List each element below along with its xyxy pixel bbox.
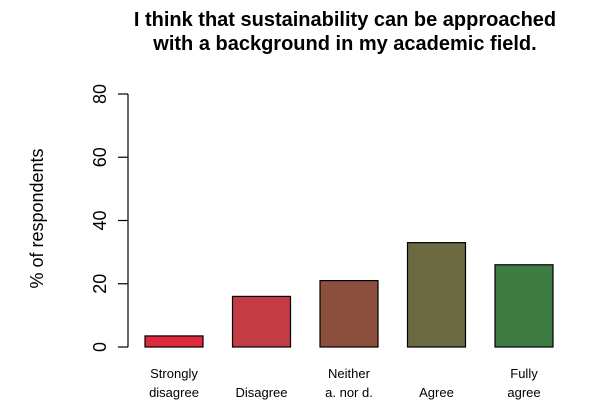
- category-label: Fully: [510, 366, 538, 381]
- category-label: Neither: [328, 366, 371, 381]
- y-axis-label: % of respondents: [27, 148, 47, 288]
- bars: [144, 242, 554, 348]
- bar: [319, 279, 379, 348]
- y-tick-label: 20: [90, 274, 110, 294]
- bar: [494, 264, 554, 348]
- chart-title-line: with a background in my academic field.: [152, 33, 536, 55]
- category-label: Agree: [419, 385, 454, 400]
- bar: [231, 295, 292, 348]
- bar: [144, 335, 204, 348]
- y-tick-label: 80: [90, 84, 110, 104]
- category-label: Strongly: [150, 366, 198, 381]
- y-tick-label: 0: [90, 342, 110, 352]
- y-tick-label: 40: [90, 210, 110, 230]
- category-label: a. nor d.: [325, 385, 373, 400]
- chart-title-line: I think that sustainability can be appro…: [134, 9, 556, 31]
- category-labels: Strongly disagree Disagree Neither a. nor d.…: [149, 366, 541, 400]
- y-axis: 0 20 40 60 80 % of respondents: [27, 84, 129, 352]
- bar: [406, 242, 467, 348]
- category-label: disagree: [149, 385, 199, 400]
- y-tick-label: 60: [90, 147, 110, 167]
- category-label: agree: [507, 385, 540, 400]
- chart-title: I think that sustainability can be appro…: [134, 9, 556, 55]
- category-label: Disagree: [235, 385, 287, 400]
